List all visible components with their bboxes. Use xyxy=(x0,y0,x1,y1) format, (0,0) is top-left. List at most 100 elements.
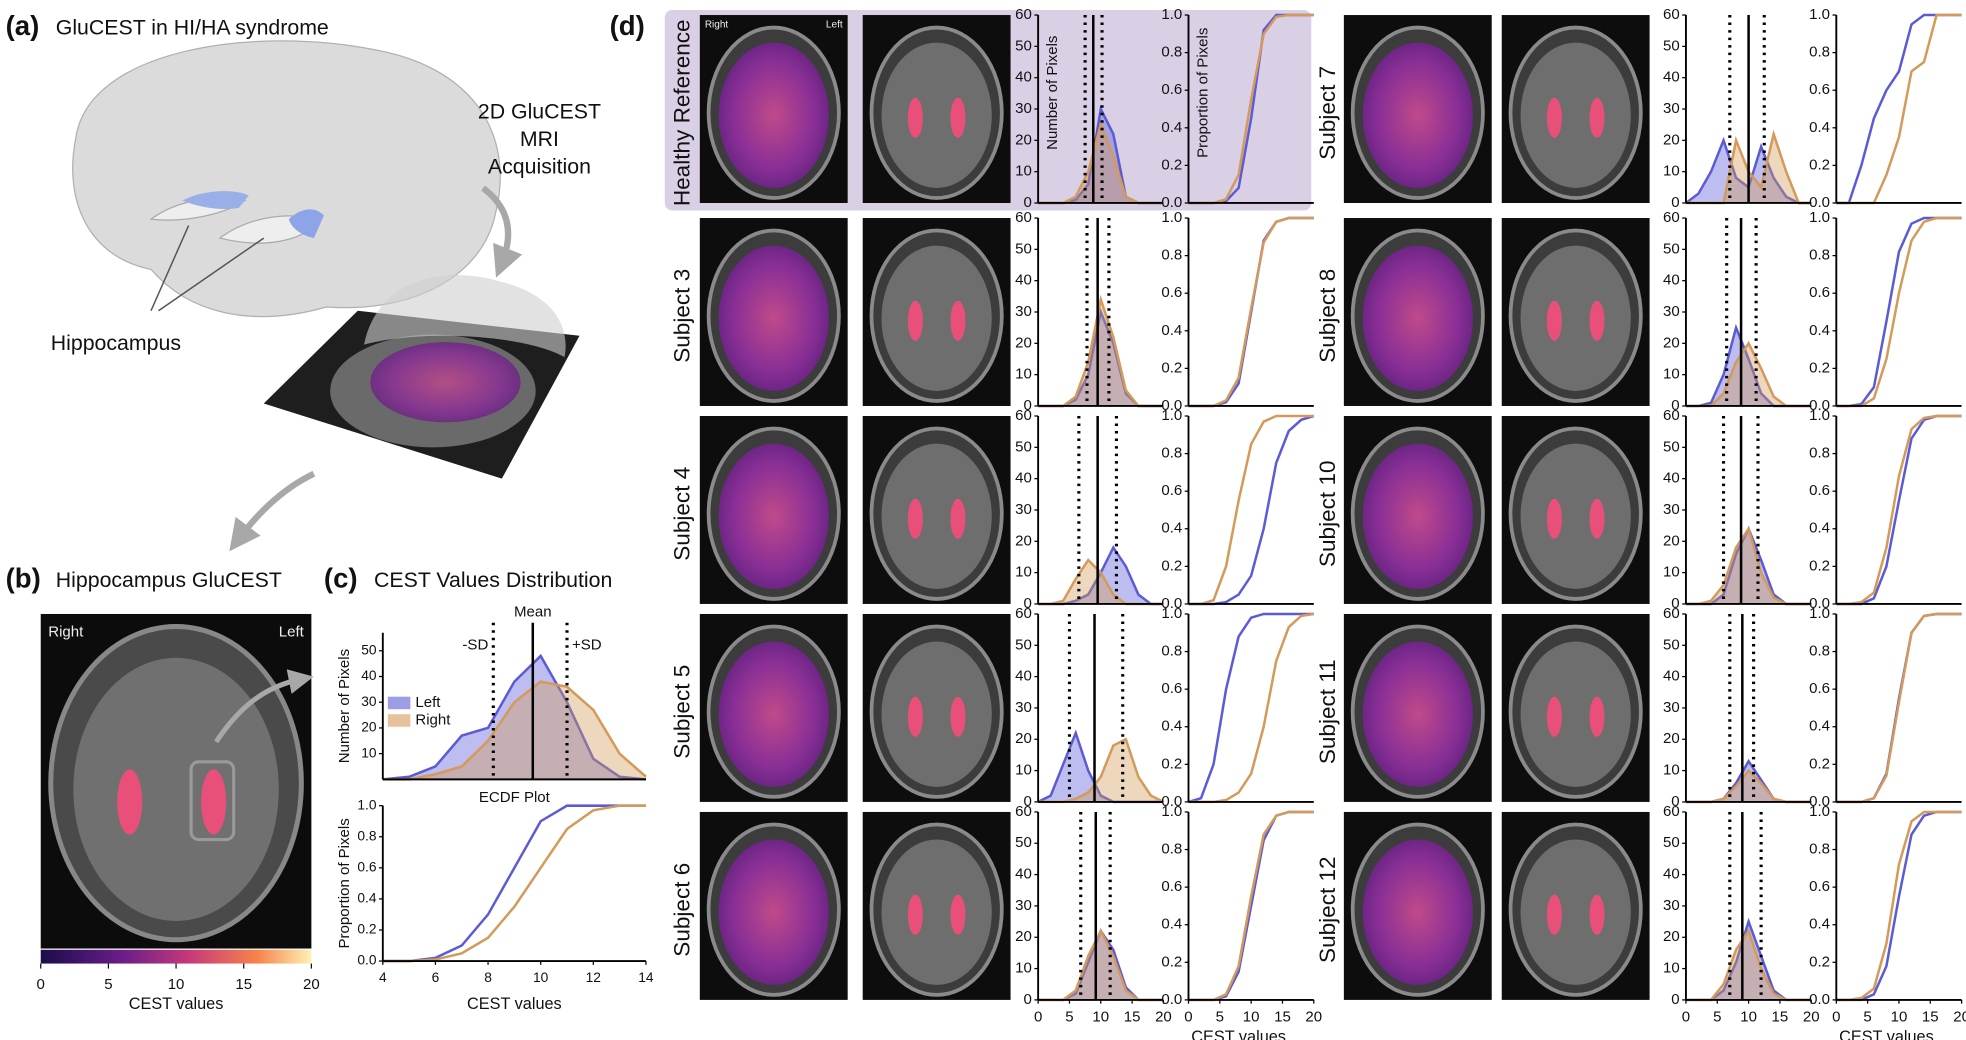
cest-map xyxy=(1362,245,1473,391)
cest-map xyxy=(1362,42,1473,188)
colorbar-tick-label: 20 xyxy=(303,976,320,993)
y-tick-label: 50 xyxy=(1015,37,1032,54)
y-tick-label: 50 xyxy=(1663,438,1680,455)
panel-title: Hippocampus GluCEST xyxy=(56,568,282,592)
y-tick-label: 0.6 xyxy=(1809,680,1830,697)
y-tick-label: 40 xyxy=(1663,668,1680,685)
x-tick-label: 4 xyxy=(379,970,387,985)
y-tick-label: 0.4 xyxy=(1809,916,1830,933)
histogram-area xyxy=(382,655,646,780)
x-tick-label: 5 xyxy=(1065,1008,1073,1025)
x-axis-label: CEST values xyxy=(467,995,562,1013)
y-tick-label: 0.6 xyxy=(1809,81,1830,98)
step-label: 2D GluCEST xyxy=(478,99,601,123)
colorbar-tick-label: 10 xyxy=(168,976,185,993)
y-tick-label: 0.4 xyxy=(1809,322,1830,339)
x-tick-label: 20 xyxy=(1305,1008,1322,1025)
y-tick-label: 0.8 xyxy=(1809,841,1830,858)
hippocampus-overlay xyxy=(1546,498,1562,539)
y-tick-label: 40 xyxy=(1015,866,1032,883)
y-tick-label: 1.0 xyxy=(1161,6,1182,23)
brain-dome xyxy=(364,274,566,358)
y-tick-label: 60 xyxy=(1015,6,1032,23)
arrow xyxy=(229,470,316,552)
y-tick-label: 10 xyxy=(1663,564,1680,581)
y-tick-label: 30 xyxy=(1663,501,1680,518)
histogram-area xyxy=(1038,547,1164,604)
legend-label: Left xyxy=(415,694,441,711)
y-tick-label: 30 xyxy=(1015,501,1032,518)
y-tick-label: 10 xyxy=(1015,564,1032,581)
hippocampus-overlay xyxy=(1546,97,1562,138)
x-tick-label: 20 xyxy=(1953,1008,1966,1025)
brain xyxy=(881,443,992,589)
histogram-area xyxy=(1038,124,1164,203)
ecdf-line xyxy=(382,804,646,963)
hippocampus-overlay xyxy=(1546,894,1562,935)
hippocampus-overlay xyxy=(907,300,923,341)
y-tick-label: 60 xyxy=(1663,209,1680,226)
y-tick-label: 50 xyxy=(1015,438,1032,455)
y-tick-label: 60 xyxy=(1663,407,1680,424)
y-tick-label: 20 xyxy=(361,720,377,735)
x-axis-label: CEST values xyxy=(1839,1028,1934,1040)
ecdf-line xyxy=(1836,13,1962,205)
y-tick-label: 30 xyxy=(1015,303,1032,320)
histogram-area xyxy=(1685,528,1812,604)
hippocampus-shape xyxy=(288,209,324,239)
hippocampus-overlay xyxy=(1589,894,1605,935)
y-tick-label: 0.4 xyxy=(1161,119,1182,136)
subject-label: Subject 3 xyxy=(669,269,694,363)
y-tick-label: 20 xyxy=(1663,532,1680,549)
y-tick-label: 60 xyxy=(1663,605,1680,622)
subject-label: Subject 4 xyxy=(669,467,694,561)
histogram-area xyxy=(1685,528,1812,604)
ecdf-line xyxy=(1188,414,1314,606)
x-tick-label: 15 xyxy=(1772,1008,1789,1025)
colorbar-tick-label: 0 xyxy=(37,976,45,993)
hippocampus-overlay xyxy=(1589,498,1605,539)
y-tick-label: 0.2 xyxy=(1809,755,1830,772)
y-tick-label: 0.0 xyxy=(357,953,376,968)
cest-map xyxy=(718,443,829,589)
ecdf-line xyxy=(1836,216,1962,408)
side-label: Left xyxy=(826,20,843,31)
y-tick-label: 30 xyxy=(1663,100,1680,117)
x-tick-label: 12 xyxy=(586,970,601,985)
colorbar-tick-label: 15 xyxy=(235,976,252,993)
ecdf-line xyxy=(1836,810,1962,1002)
x-tick-label: 0 xyxy=(1184,1008,1192,1025)
y-tick-label: 50 xyxy=(1015,240,1032,257)
y-tick-label: 0.0 xyxy=(1161,194,1182,211)
brain xyxy=(1520,839,1631,985)
colorbar-label: CEST values xyxy=(129,995,224,1013)
histogram-area xyxy=(1685,327,1812,406)
y-tick-label: 0.8 xyxy=(1161,44,1182,61)
panel-title: CEST Values Distribution xyxy=(374,568,612,592)
histogram-area xyxy=(1685,921,1812,1000)
panel-label: (d) xyxy=(610,10,645,41)
y-tick-label: 0.6 xyxy=(357,859,376,874)
arrow xyxy=(214,669,314,744)
hippocampus-shape xyxy=(182,191,249,209)
y-tick-label: 0 xyxy=(1671,793,1679,810)
y-tick-label: 30 xyxy=(1663,699,1680,716)
y-tick-label: 0 xyxy=(1671,595,1679,612)
y-axis-label: Proportion of Pixels xyxy=(336,818,353,948)
y-tick-label: 1.0 xyxy=(357,797,376,812)
hippocampus-overlay xyxy=(907,97,923,138)
y-tick-label: 40 xyxy=(1015,470,1032,487)
y-tick-label: 20 xyxy=(1663,334,1680,351)
brain xyxy=(1520,42,1631,188)
x-tick-label: 6 xyxy=(432,970,440,985)
y-tick-label: 1.0 xyxy=(1809,605,1830,622)
y-tick-label: 10 xyxy=(1663,163,1680,180)
y-tick-label: 0 xyxy=(1024,595,1032,612)
histogram-area xyxy=(1038,560,1164,604)
y-tick-label: 0.2 xyxy=(1161,755,1182,772)
y-tick-label: 0.8 xyxy=(1161,445,1182,462)
y-tick-label: 0.2 xyxy=(1161,953,1182,970)
y-tick-label: 1.0 xyxy=(1161,209,1182,226)
y-tick-label: 60 xyxy=(1015,605,1032,622)
